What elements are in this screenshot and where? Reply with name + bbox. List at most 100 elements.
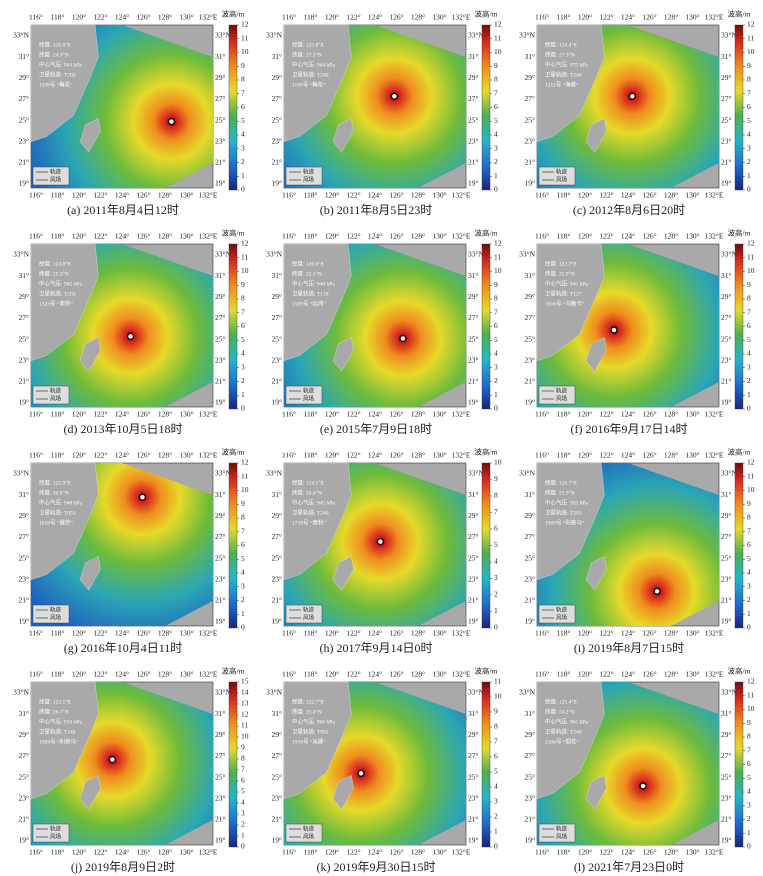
lat-label: 21° [19, 377, 30, 386]
lon-label: 118° [304, 629, 318, 638]
lon-label: 118° [304, 670, 318, 679]
lat-label: 27° [468, 313, 479, 322]
lat-label: 27° [468, 94, 479, 103]
colorbar [228, 243, 238, 410]
lon-label: 126° [389, 191, 403, 200]
legend-label: 轨迹 [303, 824, 315, 832]
colorbar [228, 462, 238, 629]
lat-label: 29° [215, 292, 226, 301]
lon-label: 128° [664, 191, 678, 200]
info-text: 经度: 126.7°E [545, 478, 577, 486]
colorbar-tick-label: 9 [241, 743, 245, 752]
lat-label: 31° [525, 709, 536, 718]
legend-label: 轨迹 [50, 386, 62, 394]
caption: (f) 2016年9月17日14时 [571, 422, 688, 436]
colorbar-label: 波高/m [728, 666, 751, 676]
lon-label: 132°E [705, 451, 724, 460]
lon-label: 122° [346, 451, 360, 460]
lon-label: 126° [642, 670, 656, 679]
lon-label: 128° [158, 191, 172, 200]
colorbar-label: 波高/m [222, 9, 245, 19]
colorbar-tick-label: 9 [747, 280, 751, 289]
lon-label: 128° [664, 451, 678, 460]
coast [283, 243, 352, 361]
colorbar-tick-label: 11 [241, 721, 248, 730]
panel: 116° 116° 118° 118° 120° 120° 122° 122° 124° 124°… [266, 9, 502, 217]
info-text: 经度: 125.4°E [545, 697, 577, 705]
colorbar-tick-label: 12 [241, 710, 249, 719]
colorbar-tick-label: 0 [494, 623, 498, 632]
lon-label: 128° [158, 451, 172, 460]
lon-label: 124° [115, 232, 129, 241]
colorbar-tick-label: 0 [747, 842, 751, 851]
legend-label: 风场 [50, 613, 62, 621]
lon-label: 126° [389, 629, 403, 638]
lon-label: 118° [557, 629, 571, 638]
lon-label: 118° [557, 848, 571, 857]
lat-label: 31° [525, 490, 536, 499]
lat-label: 31° [272, 490, 283, 499]
lon-label: 132°E [705, 410, 724, 419]
lat-label: 23° [721, 793, 732, 802]
lon-label: 118° [51, 191, 65, 200]
lat-label: 31° [272, 52, 283, 61]
lon-label: 128° [158, 232, 172, 241]
lat-label: 29° [272, 730, 283, 739]
colorbar [481, 243, 491, 410]
colorbar-tick-label: 8 [494, 75, 498, 84]
lon-label: 120° [578, 848, 592, 857]
colorbar-label: 波高/m [222, 447, 245, 457]
panel: 116° 116° 118° 118° 120° 120° 122° 122° 124° 124°… [519, 447, 755, 655]
colorbar-tick-label: 10 [747, 704, 755, 713]
lon-label: 122° [599, 191, 613, 200]
lon-label: 128° [158, 629, 172, 638]
lat-label: 23° [272, 355, 283, 364]
lon-label: 130° [685, 670, 699, 679]
lat-label: 19° [272, 179, 283, 188]
taiwan [79, 118, 101, 153]
colorbar-tick-label: 1 [241, 609, 245, 618]
lat-label: 21° [215, 815, 226, 824]
lat-label: 21° [525, 377, 536, 386]
lon-label: 126° [136, 232, 150, 241]
lon-label: 120° [578, 451, 592, 460]
lon-label: 130° [432, 670, 446, 679]
lon-label: 124° [621, 191, 635, 200]
lat-label: 27° [468, 751, 479, 760]
info-text: 纬度: 25.4°N [292, 707, 322, 715]
lat-label: 23° [272, 136, 283, 145]
lon-label: 128° [411, 191, 425, 200]
info-text: 卫星轨道: T203 [545, 508, 582, 516]
colorbar-label: 波高/m [728, 9, 751, 19]
lon-label: 124° [621, 848, 635, 857]
lat-label: 25° [215, 334, 226, 343]
lon-label: 116° [29, 848, 43, 857]
colorbar-tick-label: 3 [747, 362, 751, 371]
lon-label: 132°E [705, 629, 724, 638]
colorbar-label: 波高/m [475, 447, 498, 457]
colorbar-tick-label: 7 [494, 737, 498, 746]
lon-label: 132°E [452, 13, 471, 22]
info-text: 中心气压: 944 hPa [292, 60, 335, 68]
colorbar [734, 681, 744, 848]
lon-label: 128° [664, 13, 678, 22]
lon-label: 124° [115, 451, 129, 460]
taiwan [585, 556, 607, 591]
lon-label: 132°E [199, 191, 218, 200]
caption: (h) 2017年9月14日0时 [320, 641, 433, 655]
colorbar-tick-label: 11 [241, 471, 248, 480]
colorbar-tick-label: 6 [494, 102, 498, 111]
colorbar-tick-label: 6 [494, 321, 498, 330]
lat-label: 25° [721, 553, 732, 562]
colorbar-tick-label: 5 [494, 116, 498, 125]
lon-label: 116° [29, 451, 43, 460]
lat-label: 21° [468, 815, 479, 824]
lon-label: 130° [179, 629, 193, 638]
lon-label: 132°E [199, 13, 218, 22]
lon-label: 126° [389, 13, 403, 22]
info-text: 卫星轨道: T240 [292, 70, 329, 78]
colorbar-tick-label: 5 [747, 335, 751, 344]
colorbar [228, 24, 238, 191]
lat-label: 31° [19, 490, 30, 499]
lat-label: 25° [721, 772, 732, 781]
